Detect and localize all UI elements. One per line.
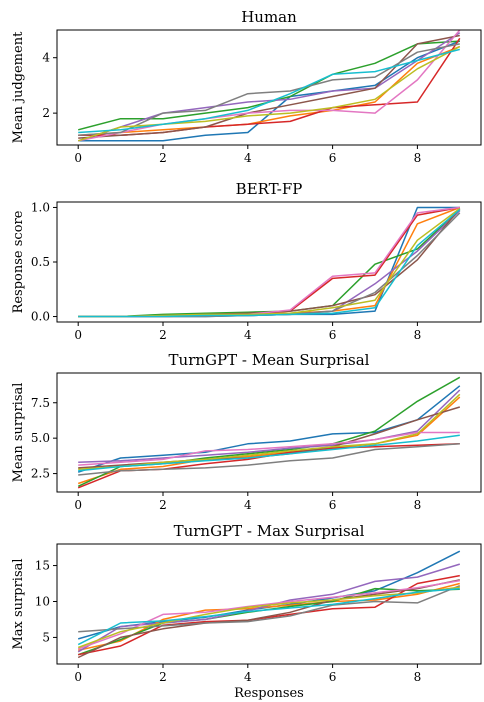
y-tick-label: 2.5 bbox=[31, 467, 50, 481]
x-tick-label: 2 bbox=[159, 498, 167, 512]
chart-title: TurnGPT - Max Surprisal bbox=[174, 522, 365, 540]
x-tick-label: 4 bbox=[244, 151, 252, 165]
x-tick-label: 4 bbox=[244, 498, 252, 512]
y-tick-label: 0.0 bbox=[31, 310, 50, 324]
chart-title: TurnGPT - Mean Surprisal bbox=[169, 351, 370, 369]
chart-panel-2: 0 2 4 6 8 0.0 0.5 1.0 BERT-FP Response score bbox=[11, 180, 482, 342]
x-tick-label: 2 bbox=[159, 328, 167, 342]
y-tick-label: 10 bbox=[35, 594, 50, 608]
chart-panel-3: 0 2 4 6 8 2.5 5.0 7.5 TurnGPT - Mean Surprisal Me… bbox=[11, 351, 482, 512]
series-line-9 bbox=[77, 45, 461, 142]
x-tick-label: 0 bbox=[74, 151, 82, 165]
chart-panel-1: 0 2 4 6 8 2 4 Human Mean judgement bbox=[11, 8, 482, 165]
axes-frame bbox=[56, 543, 482, 665]
x-axis-label: Responses bbox=[234, 686, 304, 701]
series-line-8 bbox=[78, 443, 460, 476]
y-tick-label: 15 bbox=[35, 559, 50, 573]
series-line-5 bbox=[78, 210, 461, 318]
y-tick-label: 1.0 bbox=[31, 200, 50, 214]
y-tick-label: 5 bbox=[42, 630, 50, 644]
chart-panel-4: 0 2 4 6 8 5 10 15 TurnGPT - Max Surprisal Max sur… bbox=[11, 522, 482, 701]
series-line-6 bbox=[77, 579, 460, 659]
series-line-9 bbox=[78, 393, 461, 471]
y-axis-label: Response score bbox=[11, 210, 26, 313]
y-axis-label: Mean judgement bbox=[11, 31, 26, 143]
series-line-7 bbox=[78, 29, 461, 142]
series-line-8 bbox=[78, 212, 461, 318]
series-group bbox=[77, 29, 461, 142]
series-line-10 bbox=[78, 209, 461, 318]
x-tick-label: 0 bbox=[74, 498, 82, 512]
series-group bbox=[78, 206, 461, 318]
chart-title: Human bbox=[241, 8, 297, 26]
x-tick-label: 8 bbox=[414, 151, 422, 165]
x-tick-label: 8 bbox=[414, 670, 422, 684]
x-tick-label: 8 bbox=[414, 498, 422, 512]
x-tick-label: 6 bbox=[329, 670, 337, 684]
series-line-10 bbox=[77, 587, 460, 646]
series-group bbox=[77, 376, 461, 489]
y-axis-label: Max surprisal bbox=[11, 558, 26, 649]
x-tick-label: 0 bbox=[74, 670, 82, 684]
x-tick-label: 6 bbox=[329, 498, 337, 512]
series-line-3 bbox=[78, 40, 460, 131]
series-group bbox=[77, 550, 461, 659]
x-tick-label: 4 bbox=[244, 670, 252, 684]
y-tick-label: 7.5 bbox=[31, 396, 50, 410]
series-line-4 bbox=[78, 574, 460, 656]
x-tick-label: 4 bbox=[244, 328, 252, 342]
y-tick-label: 5.0 bbox=[31, 431, 50, 445]
x-tick-label: 0 bbox=[74, 328, 82, 342]
x-tick-label: 2 bbox=[159, 670, 167, 684]
series-line-7 bbox=[77, 579, 460, 650]
x-tick-label: 6 bbox=[329, 328, 337, 342]
series-line-5 bbox=[77, 32, 461, 142]
series-line-9 bbox=[77, 586, 460, 649]
series-line-8 bbox=[78, 43, 460, 137]
series-line-10 bbox=[78, 434, 460, 472]
y-tick-label: 0.5 bbox=[31, 255, 50, 269]
series-line-7 bbox=[78, 431, 460, 466]
y-axis-label: Mean surprisal bbox=[11, 383, 26, 483]
series-line-2 bbox=[78, 582, 460, 652]
axes-frame bbox=[56, 372, 482, 493]
axes-frame bbox=[56, 29, 482, 146]
x-tick-label: 6 bbox=[329, 151, 337, 165]
chart-title: BERT-FP bbox=[236, 180, 303, 198]
x-tick-label: 2 bbox=[159, 151, 167, 165]
series-line-10 bbox=[78, 48, 460, 134]
x-tick-label: 8 bbox=[414, 328, 422, 342]
y-tick-label: 4 bbox=[42, 51, 50, 65]
series-line-2 bbox=[78, 45, 461, 137]
y-tick-label: 2 bbox=[42, 106, 50, 120]
axes-frame bbox=[56, 201, 482, 323]
